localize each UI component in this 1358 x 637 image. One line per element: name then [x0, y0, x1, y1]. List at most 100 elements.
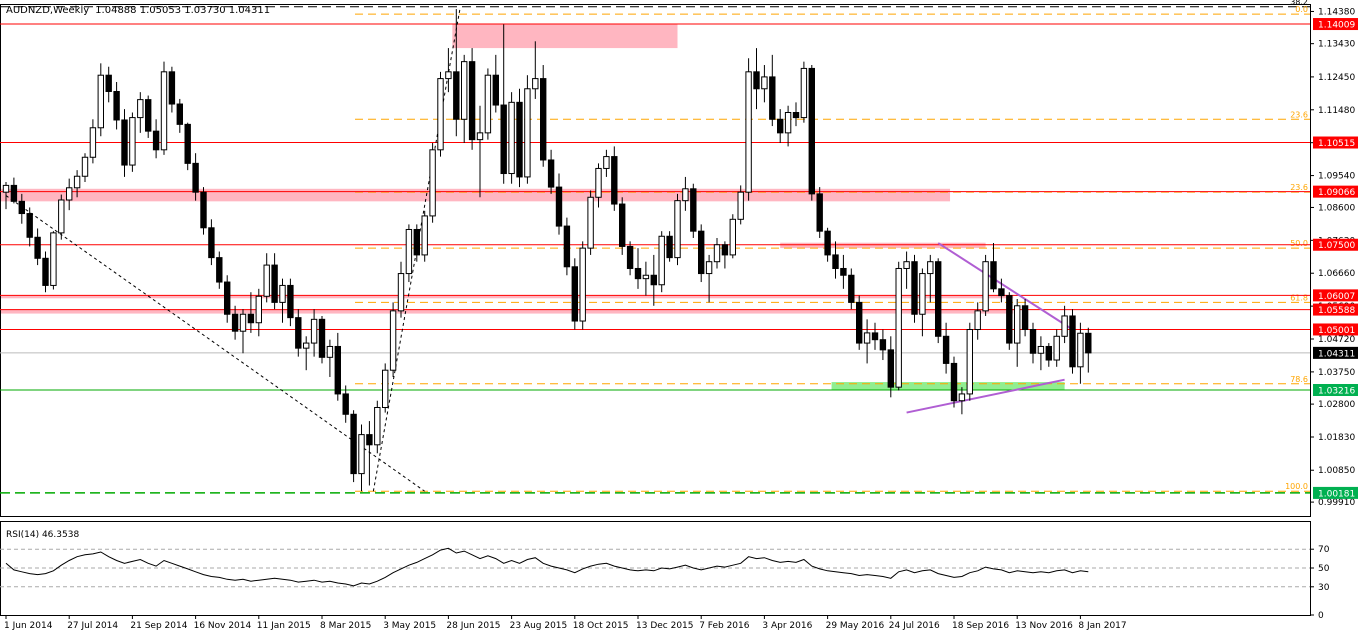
candle-102 [808, 65, 815, 201]
candle-86 [682, 176, 689, 211]
candle-101 [800, 61, 808, 123]
candle-body-44 [350, 413, 357, 475]
candle-28 [224, 275, 231, 323]
candle-body-114 [903, 261, 910, 269]
candle-126 [998, 278, 1005, 303]
candle-body-127 [1006, 295, 1013, 344]
y-tick-label-10: 1.04720 [1318, 335, 1355, 345]
level-label-0-text: 1.14009 [1318, 21, 1355, 31]
rsi-layer: 70 50 30 0 [0, 545, 1330, 621]
candle-72 [571, 258, 578, 330]
candle-124 [982, 254, 989, 316]
candle-114 [903, 251, 910, 289]
level-label-1-box [1313, 136, 1358, 149]
candle-body-10 [81, 156, 89, 177]
rsi-tick-label-0: 70 [1318, 545, 1330, 555]
fib-label-0: 38.2 [1290, 0, 1308, 7]
candle-body-34 [271, 264, 278, 303]
candle-24 [192, 153, 199, 201]
candle-body-27 [216, 257, 223, 283]
candle-body-8 [66, 187, 73, 201]
candle-106 [840, 254, 847, 289]
candle-body-81 [642, 274, 650, 280]
candle-22 [176, 98, 184, 133]
candle-body-120 [950, 362, 958, 402]
candle-body-58 [461, 61, 468, 120]
candle-43 [342, 385, 349, 423]
candle-body-46 [366, 434, 373, 446]
candle-body-75 [595, 167, 602, 198]
candle-50 [397, 261, 405, 318]
candle-body-9 [73, 175, 81, 189]
candle-body-88 [698, 230, 705, 275]
candle-123 [974, 302, 981, 340]
candle-98 [777, 109, 784, 144]
candle-55 [437, 71, 444, 157]
candle-body-20 [160, 71, 168, 151]
candle-13 [105, 66, 112, 103]
candle-49 [389, 302, 397, 377]
candle-23 [184, 122, 191, 171]
fibonacci-layer: 38.20.0 23.6 23.6 50.0 61.8 78.6 100.0 [0, 0, 1310, 492]
candle-118 [935, 258, 942, 344]
candle-51 [405, 224, 413, 283]
candle-96 [761, 65, 768, 103]
candle-112 [887, 336, 894, 398]
candle-33 [263, 253, 270, 303]
candle-body-0 [2, 184, 10, 193]
candle-61 [484, 68, 492, 140]
candle-30 [239, 309, 247, 354]
candle-body-56 [445, 71, 452, 80]
rsi-tick-label-3: 0 [1318, 611, 1324, 621]
y-tick-label-15: 0.99910 [1318, 498, 1355, 508]
candle-53 [421, 210, 428, 262]
candle-0 [2, 182, 10, 210]
candle-body-96 [761, 76, 768, 90]
candle-body-36 [287, 284, 294, 319]
candle-137 [1085, 327, 1092, 373]
candle-130 [1029, 322, 1037, 364]
candle-body-48 [382, 369, 389, 408]
candle-body-50 [397, 273, 405, 312]
candle-body-52 [413, 228, 421, 256]
candle-body-15 [121, 119, 128, 166]
candle-body-76 [603, 156, 610, 169]
candle-body-115 [911, 261, 918, 315]
candle-body-133 [1053, 335, 1060, 361]
candle-95 [753, 48, 760, 110]
candle-74 [587, 190, 594, 255]
candle-48 [382, 363, 389, 413]
level-label-7-box [1313, 384, 1358, 397]
trendline-2 [937, 242, 1074, 331]
fib-label-5: 61.8 [1290, 293, 1308, 302]
level-label-2-box [1313, 185, 1358, 198]
candle-115 [911, 254, 918, 323]
candle-135 [1069, 309, 1076, 374]
x-tick-label-0: 1 Jun 2014 [4, 621, 53, 631]
candle-16 [129, 112, 136, 172]
candle-body-132 [1045, 345, 1052, 361]
candle-body-106 [840, 267, 847, 276]
x-tick-label-10: 13 Dec 2015 [636, 621, 694, 631]
levels-layer [0, 23, 1310, 494]
candle-body-64 [508, 101, 515, 175]
candle-body-73 [579, 247, 586, 322]
candle-body-1 [10, 184, 18, 202]
candle-70 [555, 173, 563, 235]
candle-47 [374, 400, 381, 454]
candle-81 [642, 261, 650, 296]
candle-27 [216, 251, 223, 289]
candle-body-125 [990, 261, 997, 290]
candle-body-136 [1077, 332, 1084, 368]
candle-58 [461, 54, 468, 144]
candle-4 [34, 228, 41, 266]
candle-body-95 [753, 71, 760, 90]
candle-body-23 [184, 123, 191, 164]
candle-body-13 [105, 74, 112, 92]
candle-5 [42, 251, 49, 293]
candle-body-104 [824, 230, 831, 256]
candle-39 [310, 309, 318, 357]
symbol-label: AUDNZD,Weekly [6, 5, 89, 16]
